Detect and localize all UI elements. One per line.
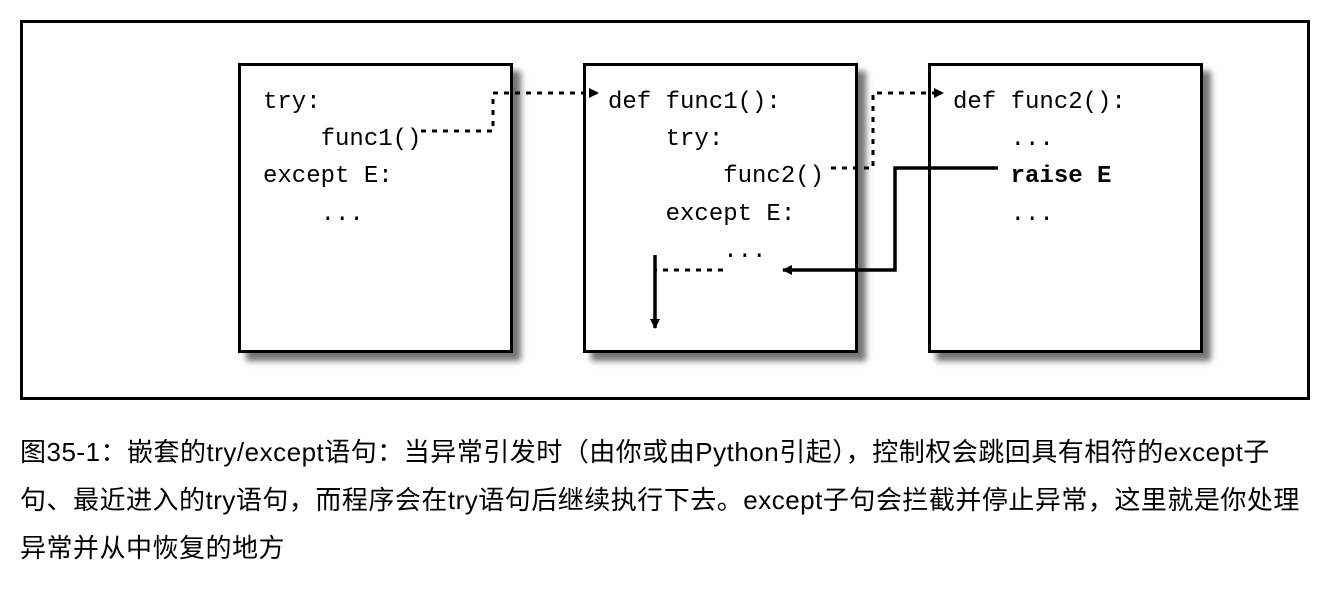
code-line: except E: — [263, 163, 393, 190]
code-line: func2() — [608, 163, 824, 190]
code-line: try: — [608, 126, 723, 153]
code-line: ... — [608, 238, 766, 265]
code-box-2: def func1(): try: func2() except E: ... — [583, 63, 858, 353]
figure-caption: 图35-1：嵌套的try/except语句：当异常引发时（由你或由Python引… — [20, 428, 1316, 572]
code-line: raise E — [953, 163, 1111, 190]
figure-frame: try: func1() except E: ... def func1(): … — [20, 20, 1310, 400]
code-line: ... — [953, 201, 1054, 228]
code-line: func1() — [263, 126, 421, 153]
code-line: def func1(): — [608, 89, 781, 116]
raise-statement: raise E — [953, 163, 1111, 190]
code-line: ... — [953, 126, 1054, 153]
code-line: def func2(): — [953, 89, 1126, 116]
code-line: ... — [263, 201, 364, 228]
code-line: try: — [263, 89, 321, 116]
code-line: except E: — [608, 201, 795, 228]
code-box-3: def func2(): ... raise E ... — [928, 63, 1203, 353]
code-box-1: try: func1() except E: ... — [238, 63, 513, 353]
